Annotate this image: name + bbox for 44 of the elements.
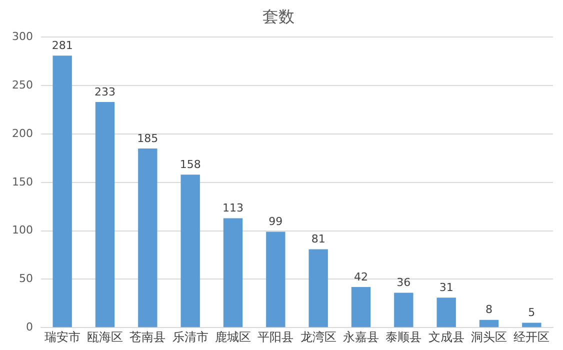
bar — [95, 102, 115, 328]
x-tick-label: 瓯海区 — [86, 330, 123, 344]
data-label: 31 — [439, 280, 454, 294]
y-tick-label: 300 — [12, 30, 33, 44]
x-tick-label: 文成县 — [428, 330, 464, 344]
y-tick-label: 150 — [12, 175, 33, 188]
chart-title: 套数 — [262, 6, 294, 26]
bar — [223, 218, 243, 328]
x-tick-label: 瑞安市 — [44, 330, 80, 344]
x-tick-label: 鹿城区 — [214, 330, 251, 344]
data-label: 113 — [222, 202, 244, 215]
x-tick-label: 龙湾区 — [300, 330, 336, 344]
x-tick-label: 经开区 — [514, 330, 550, 344]
bar — [308, 249, 328, 328]
bar — [436, 298, 456, 328]
bar — [522, 322, 542, 328]
x-tick-label: 永嘉县 — [343, 330, 379, 344]
y-tick-label: 250 — [12, 78, 33, 92]
data-label: 8 — [486, 303, 492, 316]
x-tick-label: 乐清市 — [172, 330, 208, 344]
data-label: 5 — [528, 306, 536, 320]
data-label: 233 — [94, 85, 116, 98]
data-label: 185 — [137, 132, 158, 145]
bar — [180, 174, 200, 328]
data-label: 42 — [354, 270, 368, 284]
y-tick-label: 50 — [18, 272, 33, 286]
x-tick-label: 洞头区 — [471, 330, 507, 344]
y-tick-label: 100 — [12, 224, 33, 237]
x-tick-label: 平阳县 — [258, 330, 294, 344]
x-tick-label: 苍南县 — [130, 330, 166, 344]
data-label: 36 — [396, 276, 411, 290]
x-tick-label: 泰顺县 — [386, 330, 422, 344]
bar — [138, 148, 158, 328]
data-label: 81 — [311, 232, 326, 246]
data-label: 281 — [52, 38, 73, 52]
data-label: 158 — [180, 158, 201, 172]
bar — [52, 56, 72, 328]
y-tick-label: 0 — [26, 320, 33, 334]
bar — [266, 232, 286, 328]
bar — [351, 286, 371, 328]
y-tick-label: 200 — [12, 126, 33, 140]
data-label: 99 — [268, 215, 283, 228]
bar — [394, 292, 414, 328]
bar — [479, 320, 499, 328]
